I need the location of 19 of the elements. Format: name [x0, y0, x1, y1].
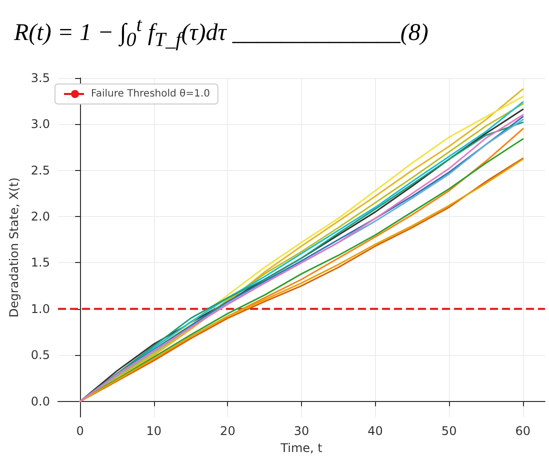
x-tick-label: 50	[441, 424, 457, 438]
x-tick-label: 40	[368, 424, 383, 438]
chart-title: R(t) = 1 − ∫$_{0}$$^{t}$ f$_{T_f}$(τ)dτ ______________(8)	[14, 14, 428, 52]
y-tick-label: 0.5	[30, 348, 50, 362]
y-tick-label: 1.5	[30, 256, 50, 270]
x-tick-label: 60	[515, 424, 531, 438]
x-tick-label: 0	[76, 424, 84, 438]
y-tick-label: 2.5	[30, 163, 50, 178]
x-tick-label: 20	[220, 424, 236, 438]
y-tick-label: 1.0	[30, 302, 50, 316]
y-tick-label: 3.5	[30, 71, 50, 85]
y-tick-label: 0.0	[30, 394, 50, 408]
x-tick-label: 30	[294, 424, 310, 438]
x-axis-title: Time, t	[280, 440, 323, 455]
y-tick-label: 2.0	[30, 210, 50, 224]
y-tick-label: 3.0	[30, 117, 50, 132]
y-axis-title: Degradation State, X(t)	[7, 178, 21, 318]
legend-label: Failure Threshold θ=1.0	[91, 88, 210, 100]
x-tick-label: 10	[146, 424, 162, 438]
